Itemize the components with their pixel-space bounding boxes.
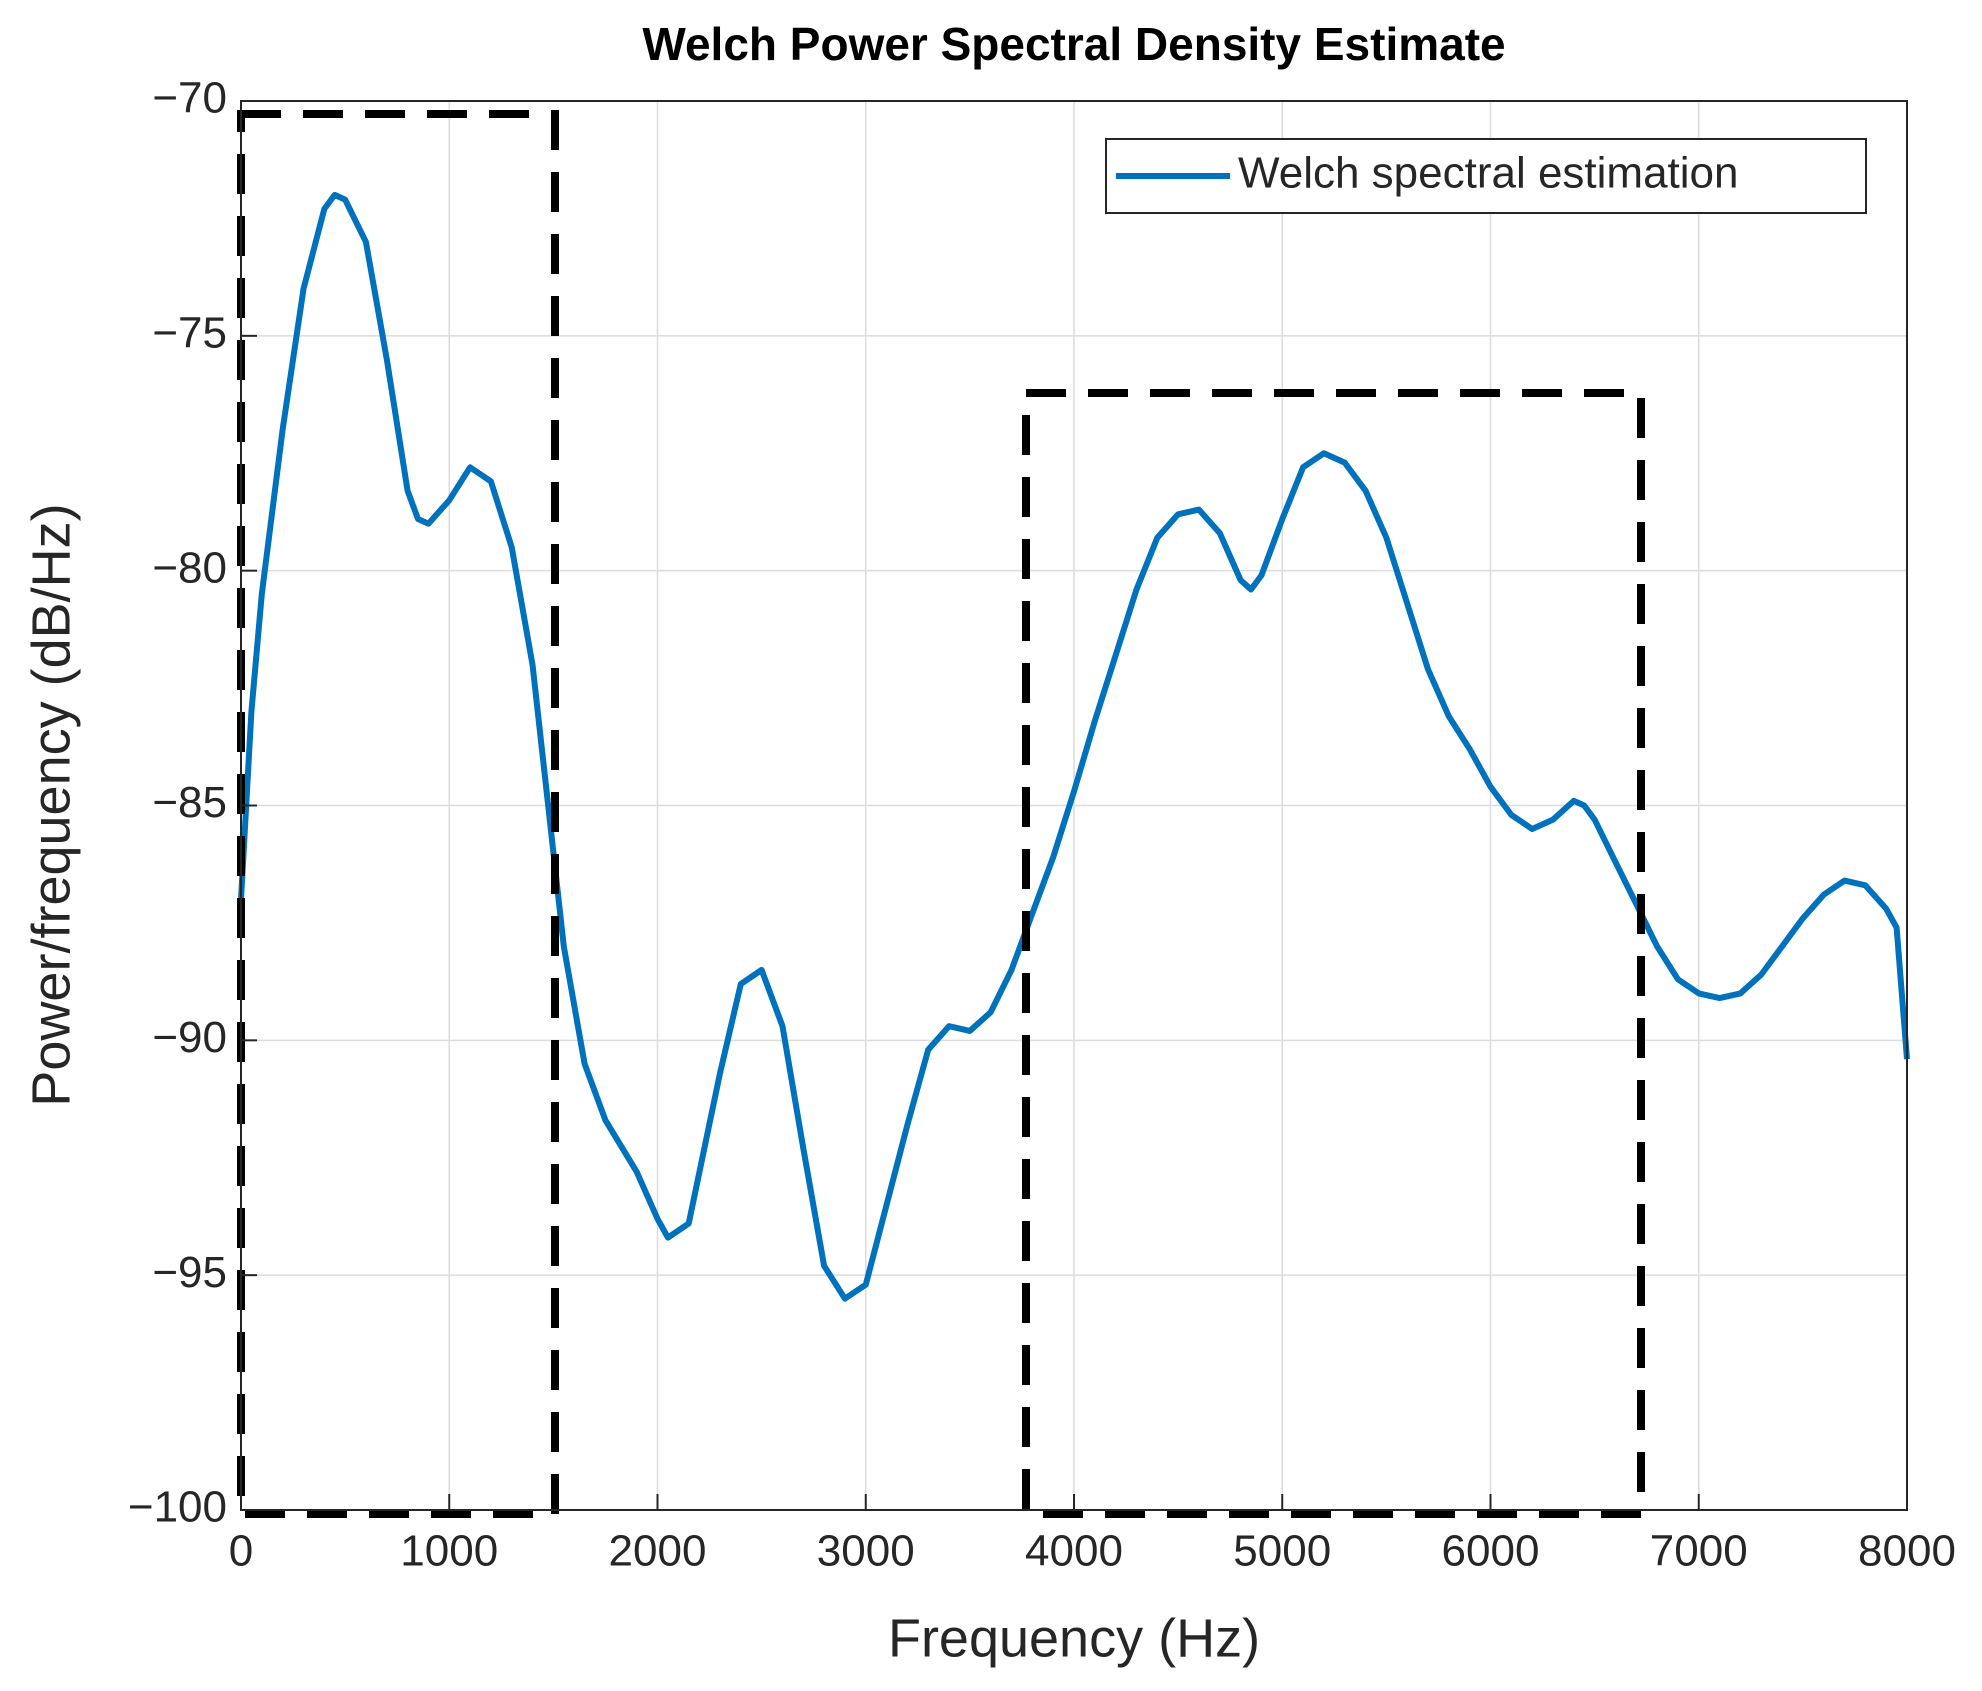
y-tick-label: −100 (128, 1483, 227, 1532)
y-axis-label: Power/frequency (dB/Hz) (21, 503, 81, 1106)
x-tick-label: 0 (229, 1527, 253, 1576)
x-tick-label: 4000 (1025, 1527, 1123, 1576)
x-tick-label: 5000 (1233, 1527, 1331, 1576)
x-axis-label: Frequency (Hz) (888, 1608, 1260, 1668)
x-tick-label: 2000 (609, 1527, 707, 1576)
x-tick-label: 3000 (817, 1527, 915, 1576)
chart-title: Welch Power Spectral Density Estimate (642, 18, 1505, 70)
y-tick-label: −90 (152, 1013, 227, 1062)
y-tick-label: −80 (152, 543, 227, 592)
x-tick-label: 1000 (400, 1527, 498, 1576)
ticks: 0 1000 2000 3000 4000 5000 6000 7000 8000 −100 −95… (128, 74, 1956, 1576)
legend-box (1105, 138, 1867, 214)
y-tick-label: −95 (152, 1248, 227, 1297)
y-tick-label: −75 (152, 308, 227, 357)
y-tick-label: −70 (152, 74, 227, 123)
legend: Welch spectral estimation (1105, 138, 1867, 214)
y-tick-label: −85 (152, 778, 227, 827)
x-tick-label: 7000 (1650, 1527, 1748, 1576)
legend-label: Welch spectral estimation (1238, 149, 1739, 198)
x-tick-label: 6000 (1442, 1527, 1540, 1576)
series (238, 191, 1910, 1302)
x-tick-label: 8000 (1858, 1527, 1956, 1576)
series-line (238, 191, 1910, 1302)
